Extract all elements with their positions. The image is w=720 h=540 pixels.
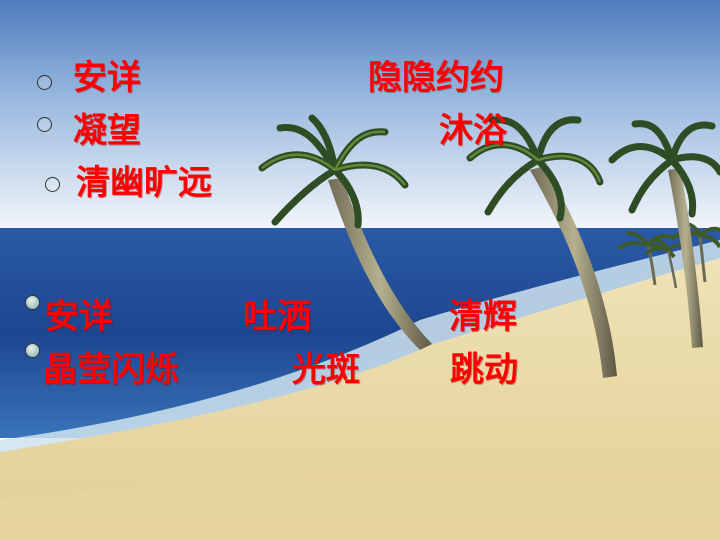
bullet-hollow-icon: [37, 75, 52, 90]
vocab-bottom-r1-w1: 安详: [45, 297, 113, 337]
bullet-filled-icon: [25, 343, 40, 358]
palm-tree-right: [608, 120, 720, 348]
palm-tree-left: [258, 114, 432, 350]
bullet-filled-icon: [25, 295, 40, 310]
vocab-bottom-r1-w3: 清辉: [449, 297, 517, 337]
sky: [0, 0, 720, 232]
vocab-bottom-r1-w2: 吐洒: [243, 297, 311, 337]
vocab-top-r2-w1: 凝望: [73, 111, 141, 151]
shore-foam: [0, 240, 720, 460]
bullet-hollow-icon: [45, 177, 60, 192]
vocab-top-r2-w2: 沐浴: [439, 111, 507, 151]
vocab-bottom-r2-w2: 光斑: [292, 350, 360, 390]
bullet-hollow-icon: [37, 117, 52, 132]
vocab-top-r3-w1: 清幽旷远: [76, 163, 212, 203]
vocab-bottom-r2-w3: 跳动: [450, 350, 518, 390]
vocab-bottom-r2-w1: 晶莹闪烁: [43, 350, 179, 390]
vocab-top-r1-w1: 安详: [73, 58, 141, 98]
palm-tree-middle: [466, 116, 617, 378]
vocab-top-r1-w2: 隐隐约约: [368, 58, 504, 98]
